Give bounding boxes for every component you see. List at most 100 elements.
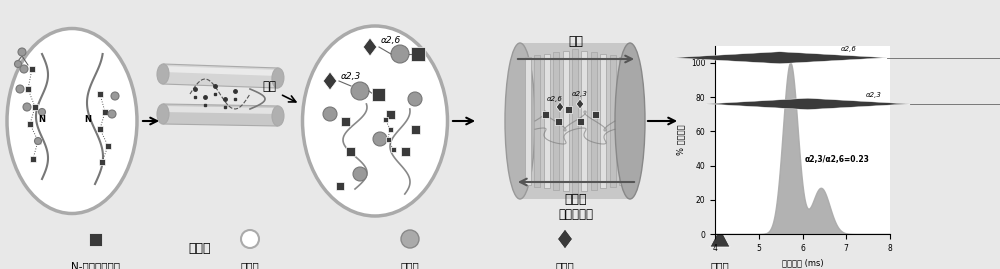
Bar [581, 51, 587, 191]
Bar [30, 156, 36, 162]
Ellipse shape [302, 26, 448, 216]
Circle shape [373, 132, 387, 146]
Text: α2,3: α2,3 [341, 72, 361, 80]
Bar [336, 182, 344, 190]
Bar [563, 51, 569, 191]
Text: α2,3: α2,3 [572, 91, 588, 97]
Bar [411, 47, 425, 61]
X-axis label: 漂移时间 (ms): 漂移时间 (ms) [782, 258, 823, 267]
Ellipse shape [615, 43, 645, 199]
Bar [544, 54, 550, 188]
Circle shape [111, 92, 119, 100]
Ellipse shape [272, 68, 284, 88]
Bar [400, 147, 410, 155]
Bar [553, 52, 559, 190]
Text: 半乳糖: 半乳糖 [241, 261, 259, 269]
Circle shape [18, 48, 26, 56]
Text: α2,3: α2,3 [866, 92, 882, 98]
Bar [386, 109, 394, 119]
Circle shape [241, 230, 259, 248]
Bar [35, 138, 41, 144]
Bar [591, 52, 597, 190]
Bar [390, 147, 396, 151]
Circle shape [401, 230, 419, 248]
Ellipse shape [272, 106, 284, 126]
Polygon shape [558, 229, 572, 249]
Text: α2,3/α2,6=0.23: α2,3/α2,6=0.23 [805, 155, 870, 164]
Circle shape [16, 85, 24, 93]
Bar [576, 118, 584, 125]
Text: α2,6: α2,6 [547, 96, 563, 102]
Bar [25, 86, 31, 92]
Ellipse shape [157, 104, 169, 124]
Polygon shape [576, 99, 584, 109]
Circle shape [23, 103, 31, 111]
Text: 离子浴度池: 离子浴度池 [558, 207, 594, 221]
Bar [102, 109, 108, 115]
Text: 岩藻糖: 岩藻糖 [711, 261, 729, 269]
Bar [32, 104, 38, 110]
Bar [610, 55, 616, 186]
Bar [572, 49, 578, 193]
Bar [554, 118, 562, 125]
Polygon shape [556, 102, 564, 112]
Bar [382, 116, 388, 122]
Bar [619, 57, 625, 185]
Bar [388, 126, 392, 132]
Bar [88, 232, 102, 246]
Bar [97, 126, 103, 132]
Polygon shape [673, 52, 887, 64]
Bar [592, 111, 598, 118]
Polygon shape [163, 104, 278, 126]
Text: N: N [38, 115, 46, 125]
Polygon shape [710, 228, 730, 247]
Bar [386, 136, 390, 141]
Bar [534, 55, 540, 186]
Bar [29, 66, 35, 72]
Circle shape [108, 110, 116, 118]
Text: 喔液酸: 喔液酸 [556, 261, 574, 269]
Bar [542, 111, 548, 118]
Ellipse shape [7, 29, 137, 214]
Circle shape [408, 92, 422, 106]
Polygon shape [706, 98, 910, 110]
Text: B₃碎片离子: B₃碎片离子 [832, 218, 878, 231]
Circle shape [351, 82, 369, 100]
Bar [600, 54, 606, 188]
Text: α2,6: α2,6 [381, 37, 401, 45]
Bar [99, 159, 105, 165]
Bar [97, 91, 103, 97]
Polygon shape [363, 38, 377, 56]
Circle shape [14, 61, 22, 68]
Circle shape [20, 65, 28, 73]
Polygon shape [163, 66, 278, 76]
Circle shape [323, 107, 337, 121]
Text: 甘露糖: 甘露糖 [401, 261, 419, 269]
Bar [27, 121, 33, 127]
Bar [105, 143, 111, 149]
Bar [411, 125, 420, 133]
Bar [525, 57, 531, 185]
Text: 四极杆: 四极杆 [189, 242, 211, 256]
Polygon shape [323, 72, 337, 90]
Circle shape [38, 108, 46, 115]
Text: α2,6: α2,6 [841, 46, 857, 52]
Y-axis label: % 相对强度: % 相对强度 [676, 125, 685, 155]
Bar [372, 87, 384, 101]
Bar [564, 105, 572, 112]
Circle shape [391, 45, 409, 63]
Circle shape [34, 137, 42, 144]
Text: 电场: 电场 [568, 35, 584, 48]
Ellipse shape [505, 43, 535, 199]
Bar [346, 147, 354, 155]
Polygon shape [163, 106, 278, 114]
Ellipse shape [157, 64, 169, 84]
Text: 缓冲气: 缓冲气 [565, 193, 587, 206]
Circle shape [353, 167, 367, 181]
Text: N: N [84, 115, 92, 125]
Polygon shape [163, 64, 278, 88]
Bar [340, 116, 350, 126]
Text: 碎裂: 碎裂 [262, 80, 276, 94]
Bar [520, 43, 630, 199]
Text: N-乙酰葡萄糖胺: N-乙酰葡萄糖胺 [70, 261, 120, 269]
